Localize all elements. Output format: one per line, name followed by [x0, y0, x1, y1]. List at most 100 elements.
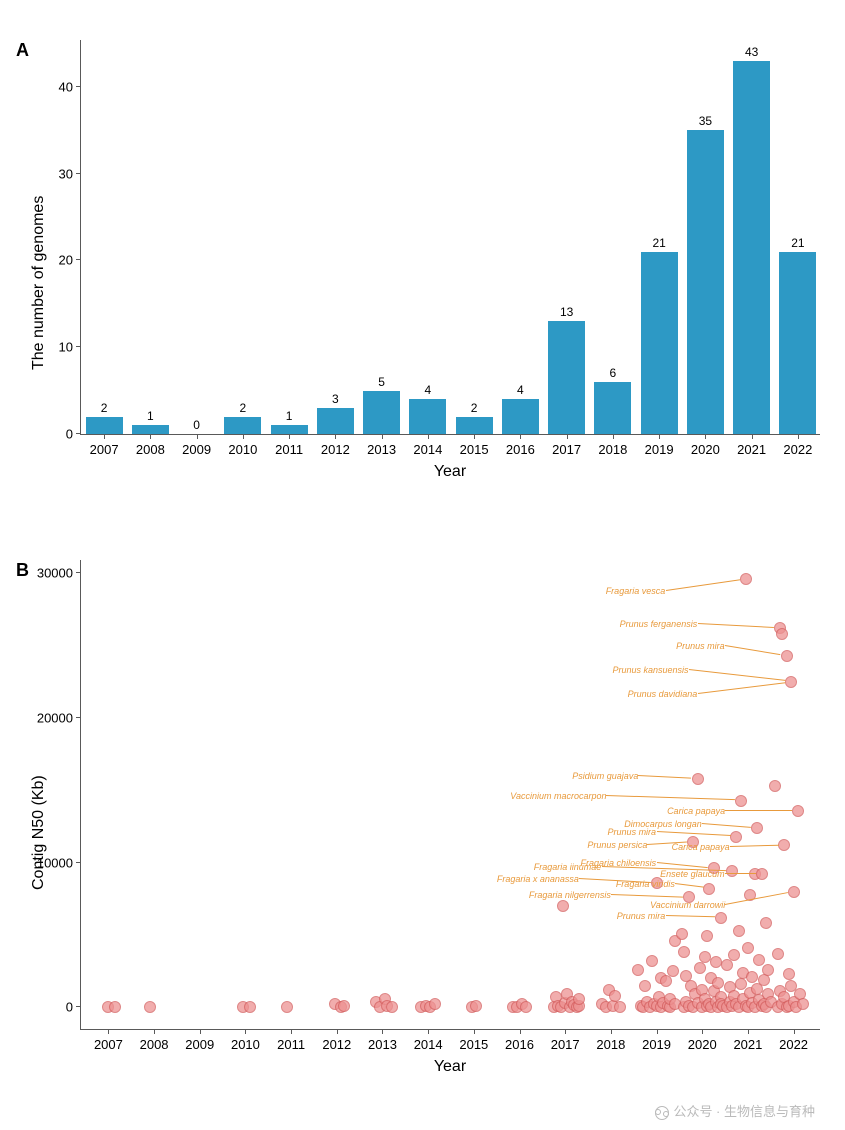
annotation-leader: [666, 915, 715, 917]
bar-value-label: 0: [193, 418, 200, 434]
bar-value-label: 43: [745, 45, 758, 61]
bar: 6: [594, 382, 631, 434]
bar: 35: [687, 130, 724, 434]
scatter-point: [712, 977, 724, 989]
bar-value-label: 5: [378, 375, 385, 391]
scatter-point: [710, 956, 722, 968]
scatter-point: [776, 628, 788, 640]
ytick-mark: [76, 433, 81, 434]
point-annotation: Prunus kansuensis: [613, 665, 689, 675]
panel-a: A The number of genomes 0102030402007220…: [10, 40, 835, 530]
xtick-label: 2017: [552, 434, 581, 457]
bar-value-label: 4: [425, 383, 432, 399]
xtick-label: 2019: [642, 1029, 671, 1052]
ytick-label: 40: [59, 79, 81, 94]
bar-value-label: 2: [240, 401, 247, 417]
annotation-leader: [702, 823, 751, 828]
bar-value-label: 13: [560, 305, 573, 321]
scatter-point: [740, 573, 752, 585]
panel-b-plot: 0100002000030000200720082009201020112012…: [80, 560, 820, 1030]
scatter-point: [772, 948, 784, 960]
scatter-point: [726, 865, 738, 877]
scatter-point: [781, 650, 793, 662]
scatter-point: [557, 900, 569, 912]
scatter-point: [735, 795, 747, 807]
ytick-mark: [76, 346, 81, 347]
scatter-point: [632, 964, 644, 976]
point-annotation: Prunus ferganensis: [620, 619, 698, 629]
ytick-label: 10000: [37, 855, 81, 870]
bar: 4: [409, 399, 446, 434]
ytick-mark: [76, 572, 81, 573]
point-annotation: Fragaria x ananassa: [497, 874, 579, 884]
bar-value-label: 2: [101, 401, 108, 417]
bar: 2: [86, 417, 123, 434]
annotation-leader: [675, 883, 703, 888]
xtick-label: 2022: [783, 434, 812, 457]
scatter-point: [678, 946, 690, 958]
xtick-label: 2021: [737, 434, 766, 457]
scatter-point: [692, 773, 704, 785]
xtick-label: 2014: [413, 434, 442, 457]
panel-a-label: A: [16, 40, 29, 61]
scatter-point: [144, 1001, 156, 1013]
watermark-text: 公众号 · 生物信息与育种: [673, 1104, 815, 1119]
bar-value-label: 35: [699, 114, 712, 130]
bar-value-label: 4: [517, 383, 524, 399]
ytick-mark: [76, 86, 81, 87]
scatter-point: [470, 1000, 482, 1012]
ytick-mark: [76, 173, 81, 174]
bar: 5: [363, 391, 400, 434]
scatter-point: [746, 971, 758, 983]
scatter-point: [639, 980, 651, 992]
scatter-point: [646, 955, 658, 967]
scatter-point: [429, 998, 441, 1010]
panel-a-plot: 0102030402007220081200902010220111201232…: [80, 40, 820, 435]
annotation-leader: [688, 669, 785, 681]
point-annotation: Ensete glaucum: [660, 869, 725, 879]
scatter-point: [788, 886, 800, 898]
scatter-point: [730, 831, 742, 843]
scatter-point: [769, 780, 781, 792]
xtick-label: 2020: [688, 1029, 717, 1052]
scatter-point: [756, 868, 768, 880]
annotation-leader: [611, 894, 683, 898]
bar: 2: [456, 417, 493, 434]
xtick-label: 2009: [182, 434, 211, 457]
point-annotation: Prunus persica: [587, 840, 647, 850]
scatter-point: [783, 968, 795, 980]
xtick-label: 2009: [185, 1029, 214, 1052]
bar-value-label: 1: [147, 409, 154, 425]
scatter-point: [703, 883, 715, 895]
xtick-label: 2018: [598, 434, 627, 457]
scatter-point: [792, 805, 804, 817]
xtick-label: 2015: [460, 434, 489, 457]
ytick-label: 20: [59, 253, 81, 268]
bar: 43: [733, 61, 770, 434]
annotation-leader: [638, 775, 691, 779]
xtick-label: 2016: [505, 1029, 534, 1052]
bar: 21: [641, 252, 678, 434]
scatter-point: [733, 925, 745, 937]
ytick-label: 10: [59, 340, 81, 355]
point-annotation: Fragaria nilgerrensis: [529, 890, 611, 900]
scatter-point: [338, 1000, 350, 1012]
bar: 2: [224, 417, 261, 434]
scatter-point: [760, 917, 772, 929]
point-annotation: Vaccinium darrowii: [650, 900, 725, 910]
scatter-point: [742, 942, 754, 954]
xtick-label: 2018: [596, 1029, 625, 1052]
bar: 1: [132, 425, 169, 434]
bar: 1: [271, 425, 308, 434]
xtick-label: 2014: [414, 1029, 443, 1052]
xtick-label: 2007: [90, 434, 119, 457]
xtick-label: 2012: [321, 434, 350, 457]
scatter-point: [109, 1001, 121, 1013]
bar-value-label: 21: [791, 236, 804, 252]
scatter-point: [762, 964, 774, 976]
scatter-point: [244, 1001, 256, 1013]
xtick-label: 2016: [506, 434, 535, 457]
scatter-point: [715, 912, 727, 924]
scatter-point: [573, 993, 585, 1005]
xtick-label: 2012: [322, 1029, 351, 1052]
